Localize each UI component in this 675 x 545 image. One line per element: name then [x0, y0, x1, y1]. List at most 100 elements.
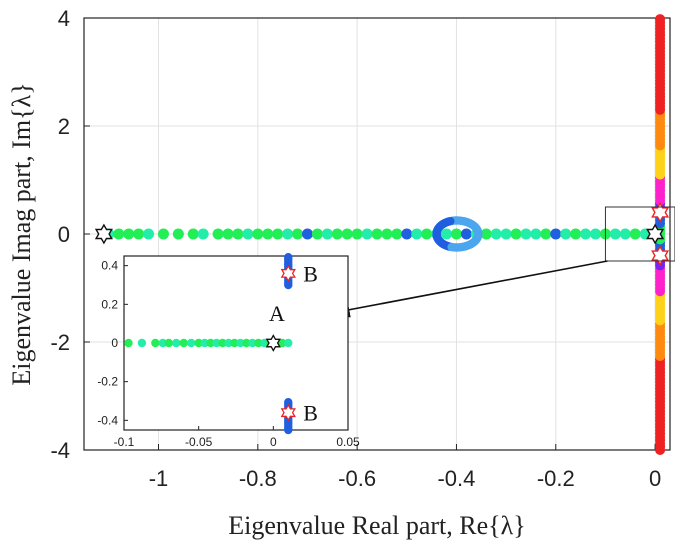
inset-point — [206, 338, 215, 348]
eigenvalue-point — [441, 228, 453, 240]
eigenvalue-point — [411, 228, 423, 240]
eigenvalue-point — [113, 228, 125, 240]
eigenvalue-point — [381, 228, 393, 240]
inset-point — [158, 338, 168, 348]
eigenvalue-point — [619, 228, 631, 240]
x-axis-label: Eigenvalue Real part, Re{λ} — [228, 511, 525, 540]
eigenvalue-point — [321, 228, 333, 240]
loop-point — [474, 230, 483, 240]
eigenvalue-point — [480, 228, 492, 240]
inset-point — [230, 338, 239, 348]
eigenvalue-point — [580, 228, 592, 240]
eigenvalue-point — [232, 228, 244, 240]
inset-point — [236, 338, 245, 348]
eigenvalue-point — [421, 228, 433, 240]
x-tick-label: -0.4 — [437, 466, 475, 491]
inset-point — [172, 338, 181, 348]
inset-point — [284, 338, 293, 348]
inset-star-marker — [280, 264, 296, 283]
inset-point — [194, 338, 203, 348]
eigenvalue-point — [391, 228, 403, 240]
eigenvalue-point — [282, 228, 294, 240]
eigenvalue-point — [133, 228, 145, 240]
eigenvalue-point — [212, 228, 224, 240]
inset-point — [212, 338, 221, 348]
eigenvalue-point — [520, 228, 532, 240]
eigenvalue-point — [242, 228, 254, 240]
inset-point — [124, 338, 133, 348]
eigenvalue-point — [187, 228, 199, 240]
inset-point — [218, 338, 227, 348]
eigenvalue-point — [351, 228, 363, 240]
inset-point — [254, 338, 263, 348]
inset-star-marker — [265, 334, 281, 352]
inset-y-tick-label: -0.2 — [97, 375, 118, 389]
inset-point — [278, 338, 287, 348]
zoom-arrow — [330, 260, 608, 318]
x-tick-label: 0 — [649, 466, 661, 491]
eigenvalue-point — [197, 228, 209, 240]
eigenvalue-point — [311, 228, 323, 240]
inset-point — [137, 338, 147, 348]
inset-y-tick-labels: -0.4 -0.2 0 0.2 0.4 — [97, 259, 118, 428]
eigenvalue-point — [262, 228, 274, 240]
inset-point — [224, 338, 233, 348]
main-plot-points — [94, 14, 670, 455]
y-tick-label: 4 — [58, 6, 70, 31]
eigenvalue-point — [460, 228, 472, 240]
eigenvalue-point — [550, 228, 562, 240]
inset-point — [200, 338, 209, 348]
eigenvalue-point — [252, 228, 264, 240]
x-tick-label: -0.8 — [239, 466, 277, 491]
eigenvalue-point — [540, 228, 552, 240]
inset-point — [248, 338, 257, 348]
inset-points — [123, 252, 349, 435]
inset-point — [260, 338, 269, 348]
inset-x-tick-label: -0.1 — [114, 435, 135, 449]
eigenvalue-point — [222, 228, 234, 240]
y-axis-label: Eigenvalue Imag part, Im{λ} — [7, 82, 36, 385]
main-y-tick-labels: -4 -2 0 2 4 — [50, 6, 70, 463]
star-marker — [651, 245, 670, 266]
y-tick-label: -4 — [50, 438, 70, 463]
eigenvalue-point — [450, 228, 462, 240]
imag-axis-point — [655, 14, 666, 25]
x-tick-label: -0.6 — [338, 466, 376, 491]
inset-y-tick-label: -0.4 — [97, 413, 118, 427]
inset-imag-point — [284, 397, 293, 407]
eigenvalue-point — [331, 228, 343, 240]
inset-y-tick-label: 0.2 — [101, 297, 118, 311]
eigenvalue-point — [123, 228, 135, 240]
inset-x-tick-label: 0.05 — [336, 435, 360, 449]
main-plot-frame — [83, 17, 671, 451]
main-x-tick-labels: -1 -0.8 -0.6 -0.4 -0.2 0 — [149, 466, 662, 491]
eigenvalue-point — [490, 228, 502, 240]
y-tick-label: 2 — [58, 114, 70, 139]
inset-y-tick-label: 0.4 — [101, 259, 118, 273]
y-tick-label: 0 — [58, 222, 70, 247]
eigenvalue-point — [590, 228, 602, 240]
eigenvalue-point — [341, 228, 353, 240]
eigenvalue-point — [157, 228, 169, 240]
inset-point — [164, 338, 173, 348]
eigenvalue-point — [629, 228, 641, 240]
eigenvalue-point — [143, 228, 155, 240]
inset-star-marker — [280, 403, 296, 422]
annotation-a: A — [269, 301, 285, 326]
eigenvalue-point — [292, 228, 304, 240]
inset-imag-point — [284, 252, 293, 262]
y-tick-label: -2 — [50, 330, 70, 355]
eigenvalue-point — [361, 228, 373, 240]
eigenvalue-point — [401, 228, 413, 240]
annotation-b: B — [303, 401, 318, 426]
eigenvalue-point — [609, 228, 621, 240]
inset-x-tick-labels: -0.1 -0.05 0 0.05 — [114, 435, 360, 449]
inset-point — [179, 338, 188, 348]
eigenvalue-point — [172, 228, 184, 240]
star-marker — [651, 202, 670, 223]
annotation-b: B — [303, 261, 318, 286]
eigenvalue-point — [510, 228, 522, 240]
eigenvalue-point — [272, 228, 284, 240]
inset-point — [242, 338, 251, 348]
